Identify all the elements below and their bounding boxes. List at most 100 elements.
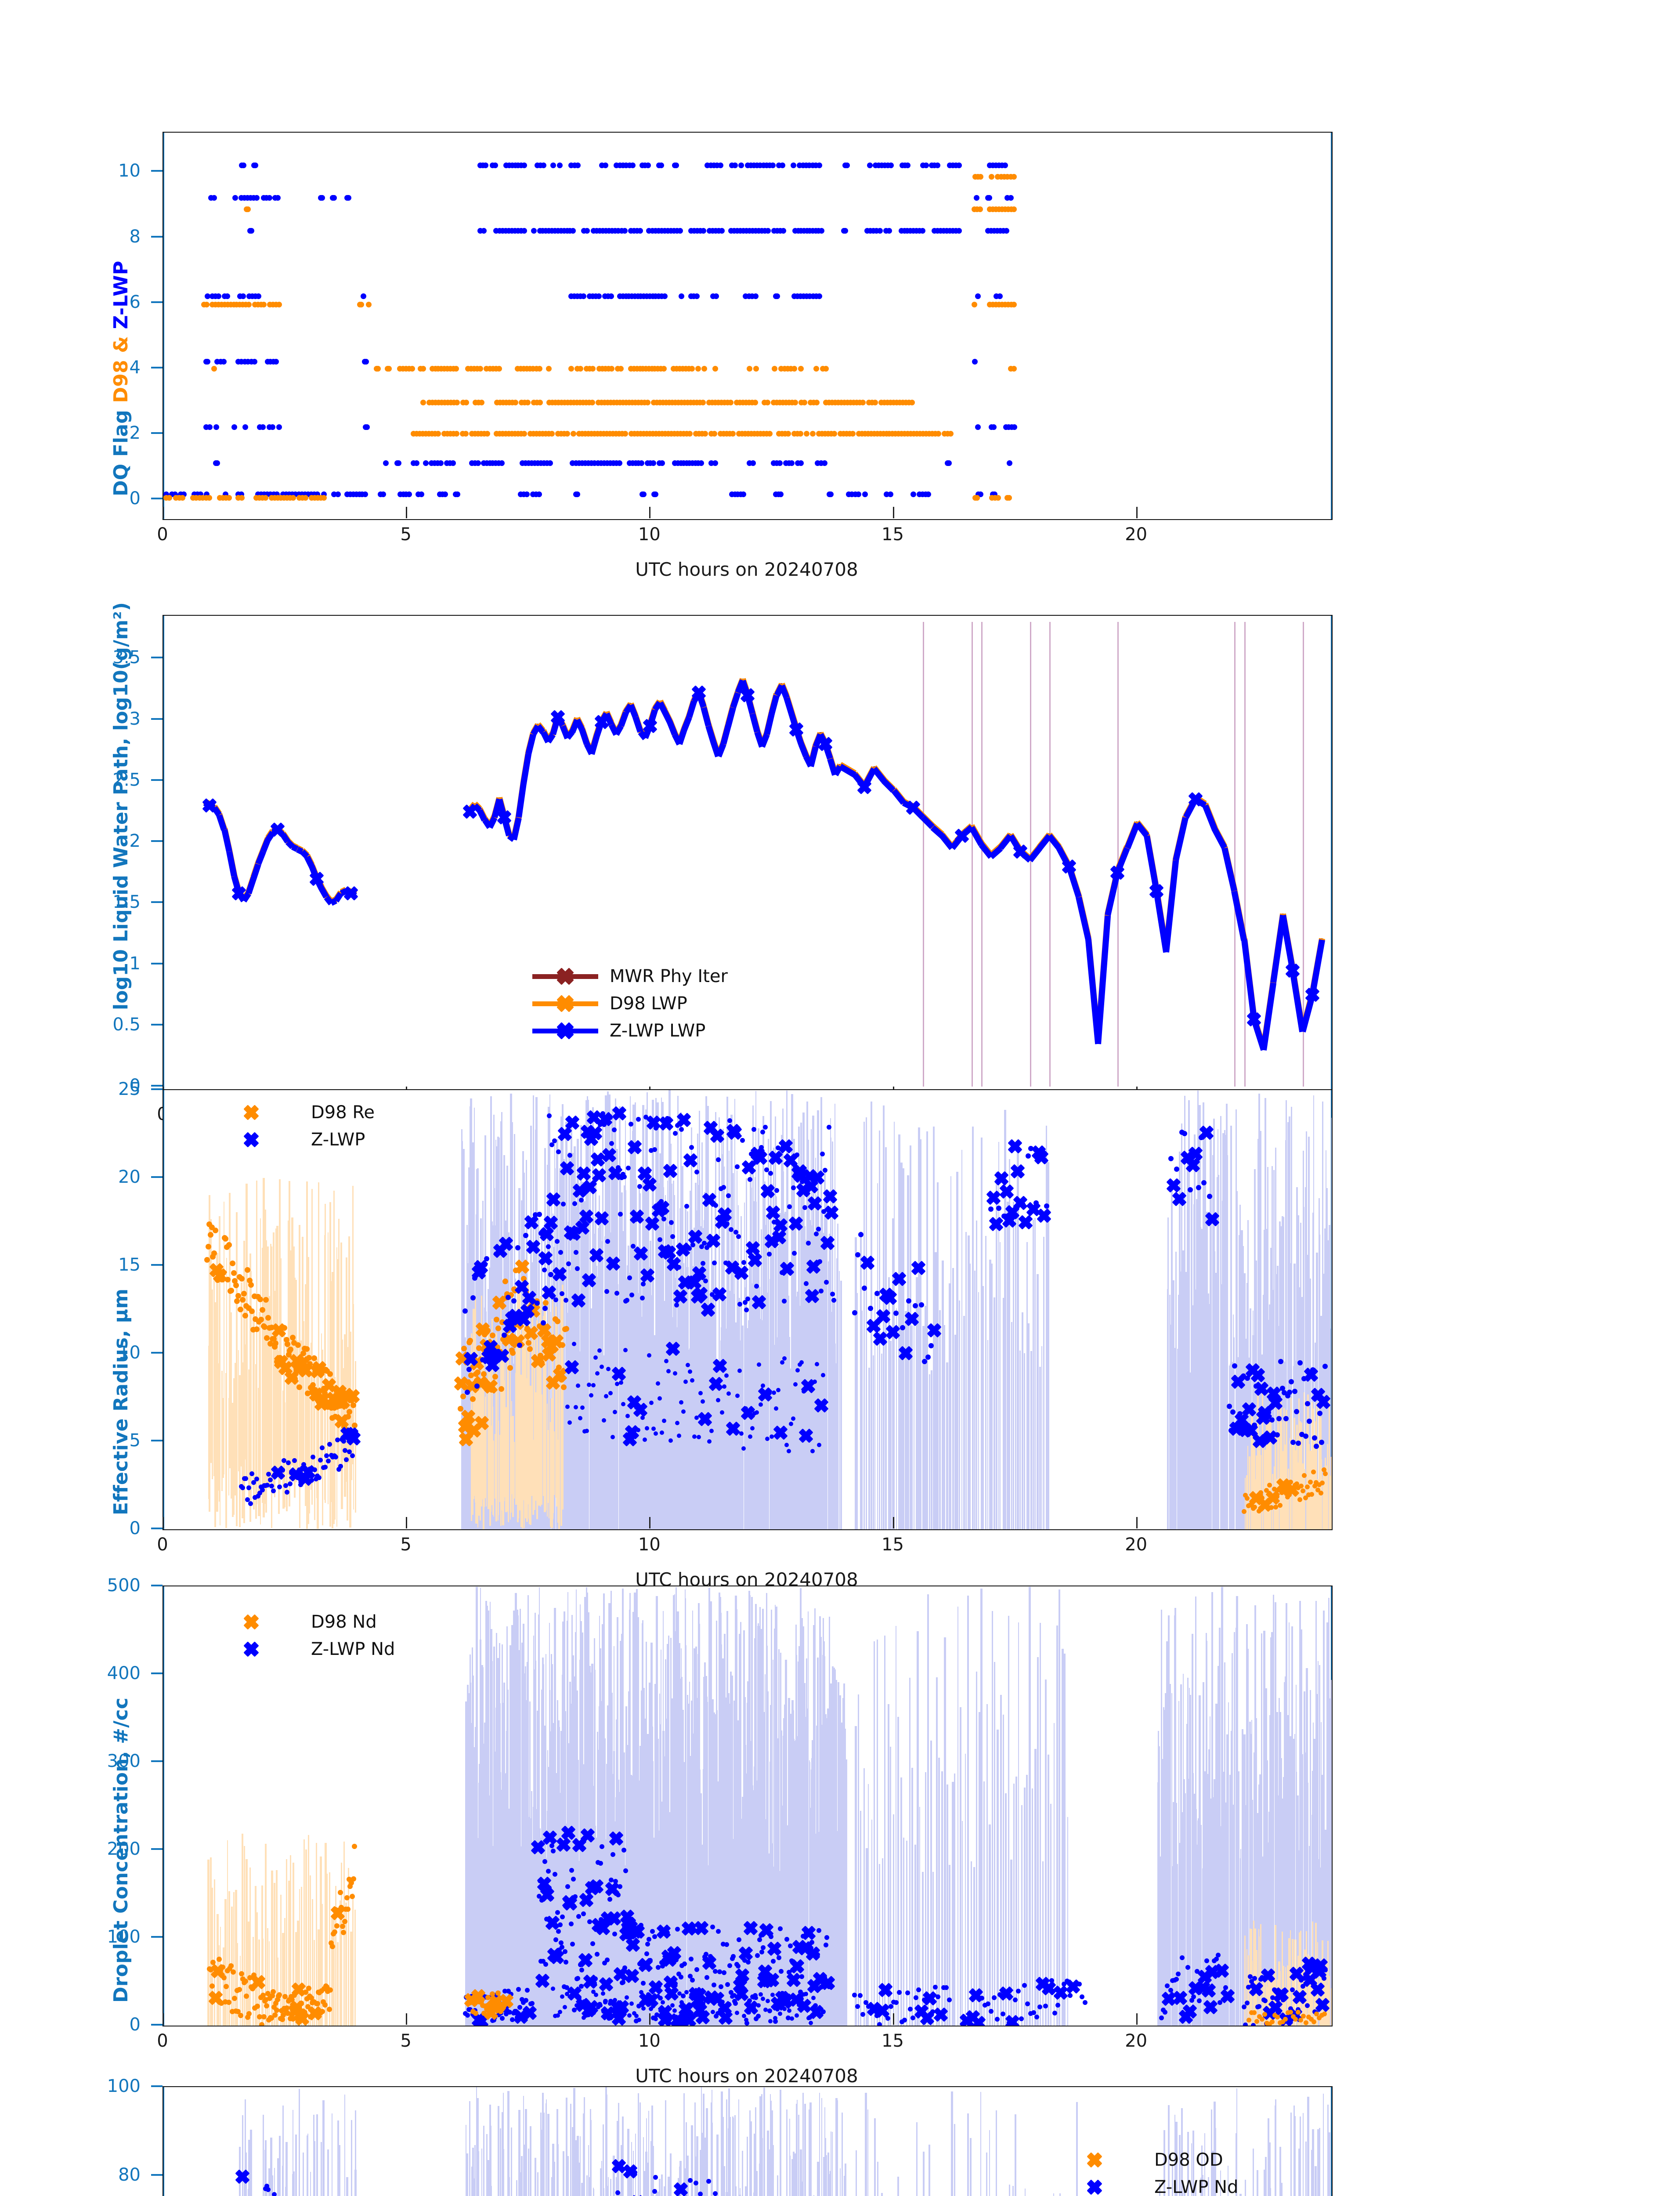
flag-dot [798,366,804,372]
uncertainty-whisker [877,1183,878,1529]
uncertainty-whisker [1043,1236,1044,1529]
uncertainty-whisker [1032,1788,1033,2026]
data-point [228,1288,235,1294]
data-point [669,1220,674,1225]
y-tick-label: 10 [118,1343,141,1363]
uncertainty-whisker [974,1270,975,1529]
flag-dot [801,400,807,406]
data-point [725,1221,730,1226]
uncertainty-whisker [246,1336,248,1463]
data-point [736,1234,741,1239]
flag-dot [242,424,248,430]
data-point [584,1428,589,1433]
data-point [259,1307,265,1313]
flag-dot [790,162,796,168]
uncertainty-whisker [316,1842,317,2026]
flag-dot [290,495,296,501]
data-point [679,1127,684,1132]
flag-dot [366,301,372,307]
flag-dot [975,293,981,299]
panel1-ylabel-dq: DQ Flag [110,403,132,496]
uncertainty-whisker [904,1311,907,1529]
data-point [316,1475,322,1481]
flag-dot [383,460,389,466]
y-tick-label: 15 [118,1255,141,1275]
lwp-line-segment [1163,860,1179,953]
y-tick-label: 2 [129,831,141,852]
flag-dot [780,228,786,234]
data-point [350,1893,355,1899]
data-point [604,1394,609,1398]
data-point [636,1117,641,1122]
flag-dot [974,195,980,201]
flag-dot [618,366,624,372]
data-point [1196,1185,1201,1190]
flag-dot [877,228,883,234]
flag-dot [673,162,679,168]
uncertainty-whisker [1331,1988,1332,2026]
flag-dot [396,460,402,466]
y-tick-label: 0 [129,488,141,509]
x-tick-label: 20 [1125,1535,1148,1555]
legend-row: Z-LWP [234,1126,375,1153]
x-tick-label: 15 [882,1535,904,1555]
uncertainty-whisker [1244,621,1246,1087]
flag-dot [463,400,470,406]
flag-dot [732,162,738,168]
data-point [627,1275,632,1280]
data-point [782,1356,787,1361]
data-point [571,1342,576,1347]
flag-dot [888,162,894,168]
data-point [683,1379,688,1384]
data-point [542,1268,547,1273]
flag-dot [462,431,469,437]
uncertainty-whisker [322,1904,323,2026]
data-point [590,1941,596,1946]
uncertainty-whisker [1192,1305,1193,1529]
uncertainty-whisker [1018,1622,1019,2026]
flag-dot [630,162,636,168]
data-point [523,1998,528,2003]
flag-dot [717,162,723,168]
data-point [552,1138,557,1143]
flag-dot [818,228,824,234]
flag-dot [946,460,952,466]
flag-dot [774,293,780,299]
flag-dot [578,366,584,372]
flag-dot [842,228,849,234]
uncertainty-whisker [887,1704,889,2026]
uncertainty-whisker [329,1872,330,2026]
data-point [686,1246,692,1251]
data-point [232,1995,238,2001]
data-point [337,1890,343,1896]
data-point [507,1365,513,1371]
data-point [505,1294,511,1300]
data-point [346,1409,352,1415]
data-point [822,1168,827,1173]
data-point [556,1149,561,1155]
panel-effective-radius: Effective Radius, μm D98 Re Z-LWP [0,1063,1680,1594]
data-point [831,1297,837,1303]
y-tick-mark [151,657,163,659]
uncertainty-whisker [1040,1623,1041,2026]
flag-dot [972,359,978,365]
data-point [769,1434,774,1439]
data-point [824,1280,829,1285]
data-point [568,1921,574,1926]
y-tick-label: 8 [129,226,141,247]
uncertainty-whisker [919,1139,922,1529]
data-point [345,1907,351,1912]
flag-dot [988,173,994,180]
data-point [760,1130,766,1134]
data-point [474,1383,480,1389]
flag-dot [1006,495,1012,501]
uncertainty-whisker [946,1362,948,1529]
flag-dot [454,400,460,406]
flag-dot [645,162,651,168]
y-tick-mark [151,432,163,434]
uncertainty-whisker [267,1928,269,2026]
uncertainty-whisker [890,1746,892,2026]
data-point [996,1205,1002,1211]
uncertainty-whisker [978,1292,979,1529]
flag-dot [1003,228,1009,234]
